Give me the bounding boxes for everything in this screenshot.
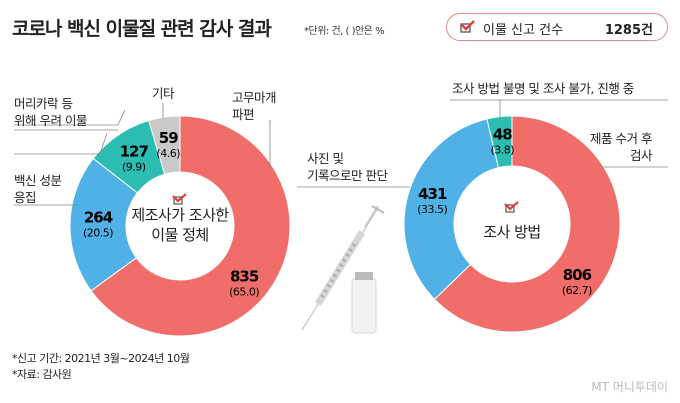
donut1-value-2: 127 bbox=[120, 142, 149, 160]
donut2-value-0: 806 bbox=[563, 266, 592, 284]
donut1-percent-3: (4.6) bbox=[156, 147, 180, 160]
donut1-value-3: 59 bbox=[159, 129, 178, 147]
donut2-percent-2: (3.8) bbox=[490, 144, 514, 157]
logo: MT 머니투데이 bbox=[591, 380, 668, 394]
donut2-percent-0: (62.7) bbox=[562, 284, 592, 297]
label-rubber-stopper: 고무마개 파편 bbox=[232, 90, 277, 122]
donut1-percent-2: (9.9) bbox=[122, 160, 146, 173]
donut2-slice-0 bbox=[433, 115, 621, 333]
donut2-percent-1: (33.5) bbox=[417, 203, 447, 216]
check-box-icon bbox=[504, 201, 519, 213]
donut1-value-0: 835 bbox=[230, 267, 259, 285]
label-unknown: 조사 방법 불명 및 조사 불가, 진행 중 bbox=[452, 81, 634, 96]
label-other: 기타 bbox=[152, 86, 175, 101]
label-hair: 머리카락 등 위해 우려 이물 bbox=[14, 96, 87, 128]
footer-period: *신고 기간: 2021년 3월~2024년 10월 bbox=[12, 352, 190, 365]
badge-count: 1285건 bbox=[604, 23, 653, 38]
total-badge: 이물 신고 건수 1285건 bbox=[446, 13, 668, 41]
unit-note: *단위: 건, ( )안은 % bbox=[304, 26, 385, 37]
check-box-icon bbox=[172, 193, 187, 205]
footer-source: *자료: 감사원 bbox=[12, 368, 72, 381]
donut1-percent-0: (65.0) bbox=[229, 285, 259, 298]
center-title-2: 조사 방법 bbox=[483, 223, 541, 241]
syringe-illustration bbox=[301, 205, 385, 334]
donut1-percent-1: (20.5) bbox=[83, 227, 113, 240]
donut2-slice-1 bbox=[403, 118, 500, 300]
donut2-slice-2 bbox=[486, 115, 513, 169]
page-title: 코로나 백신 이물질 관련 감사 결과 bbox=[12, 18, 272, 40]
donut2-value-1: 431 bbox=[418, 185, 447, 203]
donut1-slice-3 bbox=[148, 115, 181, 175]
label-photo-records: 사진 및 기록으로만 판단 bbox=[307, 151, 388, 183]
check-box-icon bbox=[460, 20, 475, 33]
donut2-value-2: 48 bbox=[493, 126, 512, 144]
label-vaccine-aggregation: 백신 성분 응집 bbox=[14, 173, 62, 205]
label-collected-test: 제품 수거 후 검사 bbox=[590, 131, 652, 163]
badge-label: 이물 신고 건수 bbox=[483, 23, 564, 38]
donut1-value-1: 264 bbox=[84, 209, 113, 227]
center-title-1: 제조사가 조사한 이물 정체 bbox=[131, 206, 229, 244]
leader-lines bbox=[14, 99, 668, 206]
donut1-slice-1 bbox=[69, 157, 139, 292]
donut1-slice-0 bbox=[90, 115, 291, 337]
